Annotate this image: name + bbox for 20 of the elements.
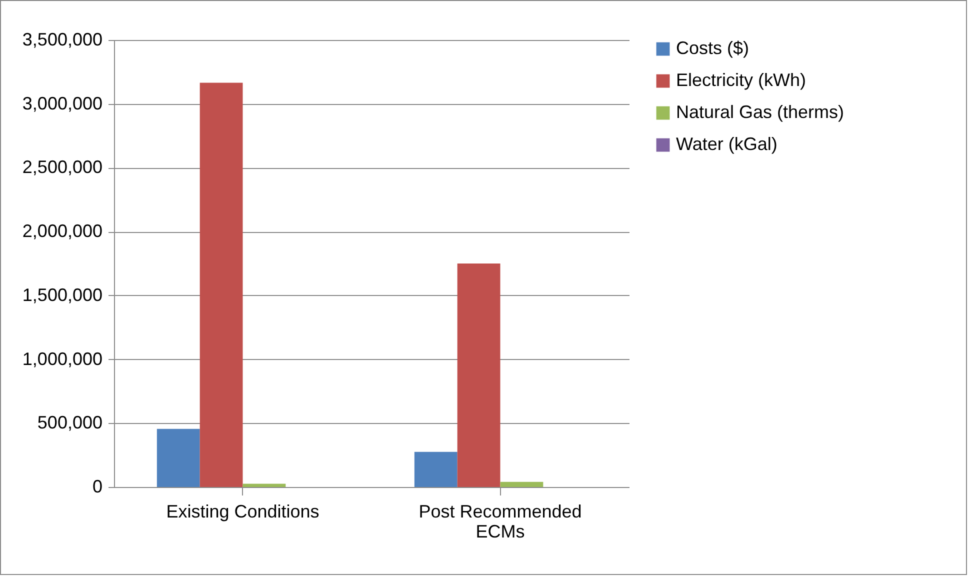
x-tick-label: Post Recommended ECMs	[418, 502, 582, 542]
bar	[242, 484, 286, 487]
y-tick-label: 500,000	[37, 412, 102, 433]
bar	[200, 82, 243, 487]
x-tick-label: Existing Conditions	[166, 502, 320, 522]
y-tick-label: 2,500,000	[22, 157, 102, 178]
bar	[500, 482, 544, 487]
legend-label: Water (kGal)	[676, 134, 778, 154]
y-tick-label: 3,000,000	[22, 93, 102, 114]
bar	[156, 428, 200, 487]
bar	[457, 264, 500, 487]
legend-label: Electricity (kWh)	[676, 70, 806, 90]
y-tick-label: 2,000,000	[22, 221, 102, 242]
legend-label: Natural Gas (therms)	[676, 102, 844, 122]
y-tick-label: 1,000,000	[22, 348, 102, 369]
legend-label: Costs ($)	[676, 38, 750, 58]
bar	[414, 452, 458, 487]
y-tick-label: 0	[92, 476, 102, 496]
y-tick-label: 1,500,000	[22, 284, 102, 305]
y-tick-label: 3,500,000	[22, 30, 102, 50]
